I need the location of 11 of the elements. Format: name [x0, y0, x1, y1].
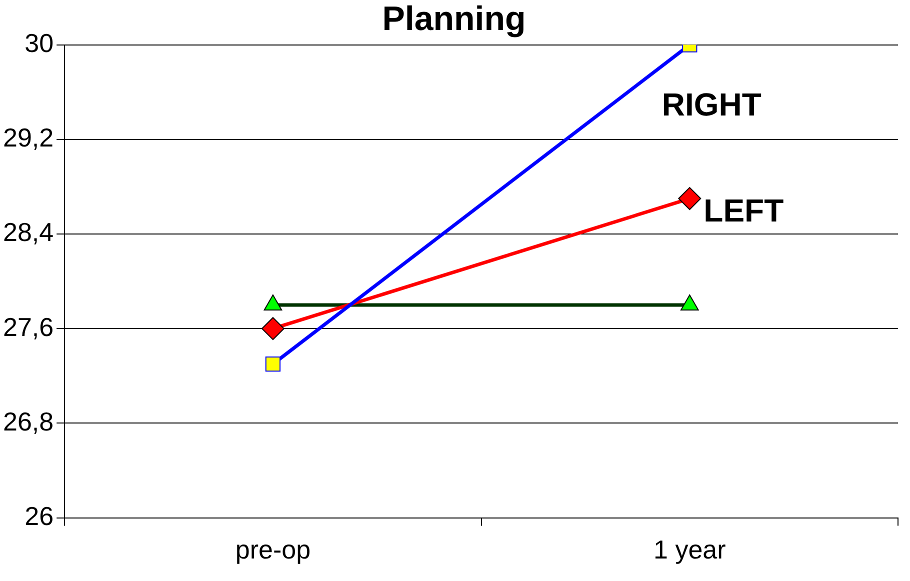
- y-tick-label: 26: [24, 500, 54, 531]
- series-label: LEFT: [704, 192, 784, 228]
- y-tick-label: 26,8: [2, 406, 54, 436]
- chart-title: Planning: [382, 0, 526, 38]
- x-tick-label: pre-op: [235, 534, 311, 565]
- y-tick-label: 29,2: [2, 122, 54, 153]
- y-tick-label: 27,6: [2, 312, 54, 342]
- series-label: RIGHT: [662, 86, 762, 123]
- y-tick-label: 28,4: [2, 217, 54, 248]
- x-tick-label: 1 year: [654, 534, 726, 565]
- y-tick-label: 30: [24, 28, 54, 58]
